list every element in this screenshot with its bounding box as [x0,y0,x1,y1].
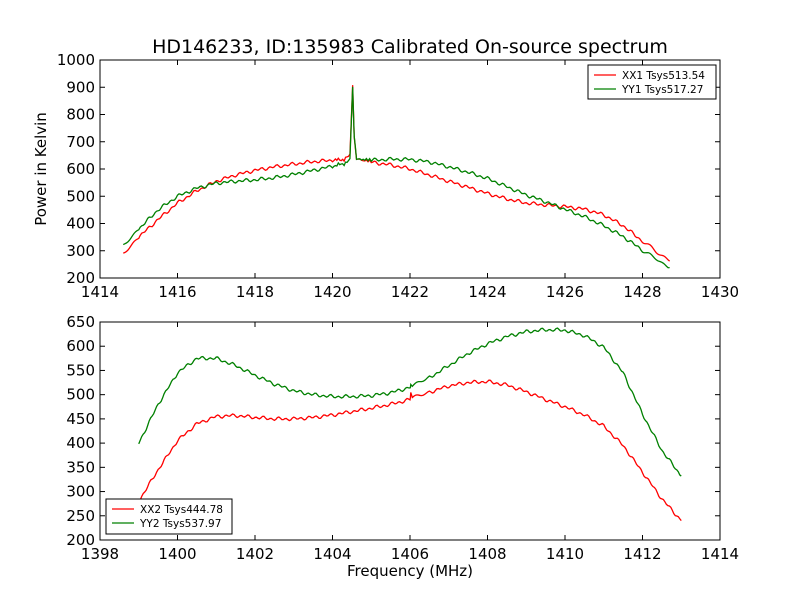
top-panel-y-tick-label: 300 [66,242,95,260]
top-panel-legend-label-1: XX1 Tsys513.54 [622,70,705,82]
bottom-panel-x-tick-label: 1398 [81,545,119,563]
top-panel-x-tick-label: 1424 [468,283,506,301]
top-panel-ticks: 1414 1416 1418 1420 1422 1424 1426 1428 1430 200 3… [57,51,739,301]
top-panel-series [122,85,671,269]
bottom-panel-x-tick-label: 1404 [313,545,351,563]
top-panel-legend-label-2: YY1 Tsys517.27 [621,84,703,96]
top-panel-x-tick-label: 1416 [158,283,196,301]
bottom-panel-x-tick-label: 1408 [468,545,506,563]
top-panel-x-tick-label: 1418 [236,283,274,301]
top-panel-x-tick-label: 1426 [546,283,584,301]
bottom-panel-x-tick-label: 1410 [546,545,584,563]
bottom-panel-y-tick-label: 600 [66,337,95,355]
top-panel-legend-box [587,64,717,100]
top-panel: 1414 1416 1418 1420 1422 1424 1426 1428 1430 200 3… [32,51,739,301]
bottom-panel-legend: XX2 Tsys444.78 YY2 Tsys537.97 [105,498,233,535]
top-panel-x-tick-label: 1430 [701,283,739,301]
top-panel-y-tick-label: 800 [66,106,95,124]
bottom-panel-ticks: 1398 1400 1402 1404 1406 1408 1410 1412 1414 200 2… [66,313,739,563]
chart-title: HD146233, ID:135983 Calibrated On-source… [152,36,668,58]
bottom-panel-y-tick-label: 400 [66,434,95,452]
top-panel-x-tick-label: 1420 [313,283,351,301]
bottom-panel-y-tick-label: 350 [66,458,95,476]
bottom-panel-y-tick-label: 650 [66,313,95,331]
top-panel-y-axis-label: Power in Kelvin [32,112,50,226]
bottom-panel-legend-label-1: XX2 Tsys444.78 [140,504,223,516]
bottom-panel-y-tick-label: 250 [66,507,95,525]
bottom-panel-series-line-2 [138,327,682,477]
bottom-panel-series-line-1 [138,379,682,522]
top-panel-x-tick-label: 1422 [391,283,429,301]
bottom-panel-y-tick-label: 200 [66,531,95,549]
bottom-panel-y-tick-label: 450 [66,410,95,428]
bottom-panel-legend-label-2: YY2 Tsys537.97 [139,518,221,530]
x-axis-label: Frequency (MHz) [347,562,473,580]
top-panel-y-tick-label: 200 [66,269,95,287]
bottom-panel-series [138,327,682,522]
top-panel-y-tick-label: 900 [66,78,95,96]
bottom-panel-y-tick-label: 500 [66,386,95,404]
top-panel-series-line-2 [122,86,670,269]
bottom-panel-y-tick-label: 300 [66,483,95,501]
top-panel-legend: XX1 Tsys513.54 YY1 Tsys517.27 [587,64,717,100]
bottom-panel: 1398 1400 1402 1404 1406 1408 1410 1412 1414 200 2… [66,313,739,580]
top-panel-y-tick-label: 700 [66,133,95,151]
bottom-panel-y-tick-label: 550 [66,361,95,379]
bottom-panel-legend-box [105,498,233,535]
bottom-panel-x-tick-label: 1400 [158,545,196,563]
top-panel-y-tick-label: 600 [66,160,95,178]
bottom-panel-x-tick-label: 1412 [623,545,661,563]
bottom-panel-x-tick-label: 1414 [701,545,739,563]
top-panel-y-tick-label: 500 [66,187,95,205]
top-panel-y-tick-label: 1000 [57,51,95,69]
top-panel-y-tick-label: 400 [66,215,95,233]
top-panel-x-tick-label: 1428 [623,283,661,301]
top-panel-x-tick-label: 1414 [81,283,119,301]
bottom-panel-x-tick-label: 1402 [236,545,274,563]
bottom-panel-x-tick-label: 1406 [391,545,429,563]
